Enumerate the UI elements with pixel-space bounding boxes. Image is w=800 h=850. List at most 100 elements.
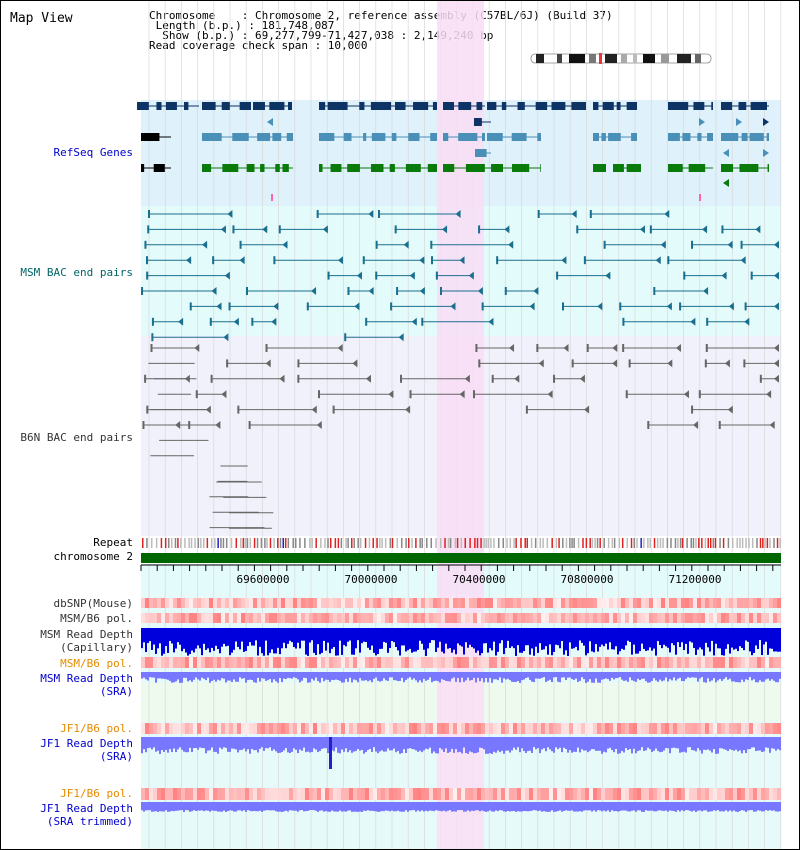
heat-cell[interactable] — [617, 657, 621, 668]
heat-cell[interactable] — [269, 788, 273, 800]
heat-cell[interactable] — [609, 598, 613, 608]
depth-bar[interactable] — [531, 628, 533, 649]
heat-cell[interactable] — [589, 598, 593, 608]
heat-cell[interactable] — [181, 613, 185, 623]
heat-cell[interactable] — [173, 613, 177, 623]
depth-bar[interactable] — [363, 672, 365, 681]
depth-bar[interactable] — [475, 737, 477, 753]
heat-cell[interactable] — [169, 598, 173, 608]
depth-bar[interactable] — [489, 802, 491, 811]
depth-bar[interactable] — [573, 672, 575, 680]
b6n-bac-end[interactable] — [612, 359, 618, 368]
depth-bar[interactable] — [153, 672, 155, 678]
depth-bar[interactable] — [293, 628, 295, 648]
repeat-element[interactable] — [347, 538, 349, 548]
depth-bar[interactable] — [349, 628, 351, 641]
gene-exon[interactable] — [631, 133, 637, 141]
heat-cell[interactable] — [753, 657, 757, 668]
depth-bar[interactable] — [217, 672, 219, 680]
depth-bar[interactable] — [579, 802, 581, 812]
depth-bar[interactable] — [403, 628, 405, 646]
depth-bar[interactable] — [395, 737, 397, 753]
heat-cell[interactable] — [649, 723, 653, 734]
depth-bar[interactable] — [583, 672, 585, 680]
depth-bar[interactable] — [375, 628, 377, 656]
depth-bar[interactable] — [451, 672, 453, 679]
depth-bar[interactable] — [649, 628, 651, 648]
depth-bar[interactable] — [773, 672, 775, 681]
depth-bar[interactable] — [749, 802, 751, 811]
msm-bac-end[interactable] — [239, 240, 242, 249]
heat-cell[interactable] — [553, 788, 557, 800]
depth-bar[interactable] — [741, 802, 743, 811]
depth-bar[interactable] — [235, 628, 237, 642]
depth-bar[interactable] — [687, 737, 689, 748]
depth-bar[interactable] — [403, 737, 405, 750]
gene-exon[interactable] — [430, 133, 437, 141]
depth-bar[interactable] — [533, 628, 535, 656]
heat-cell[interactable] — [749, 598, 753, 608]
depth-bar[interactable] — [159, 628, 161, 644]
heat-cell[interactable] — [313, 788, 317, 800]
depth-bar[interactable] — [259, 628, 261, 647]
msm-bac-end[interactable] — [282, 240, 288, 249]
depth-bar[interactable] — [495, 737, 497, 753]
depth-bar[interactable] — [247, 737, 249, 750]
depth-bar[interactable] — [491, 737, 493, 754]
heat-cell[interactable] — [209, 723, 213, 734]
heat-cell[interactable] — [433, 657, 437, 668]
depth-bar[interactable] — [393, 672, 395, 681]
depth-bar[interactable] — [669, 672, 671, 680]
heat-cell[interactable] — [413, 598, 417, 608]
heat-cell[interactable] — [457, 788, 461, 800]
heat-cell[interactable] — [605, 657, 609, 668]
depth-bar[interactable] — [457, 802, 459, 811]
heat-cell[interactable] — [357, 657, 361, 668]
repeat-element[interactable] — [210, 538, 213, 548]
depth-bar[interactable] — [339, 628, 341, 641]
depth-bar[interactable] — [359, 737, 361, 751]
depth-bar[interactable] — [347, 672, 349, 682]
depth-bar[interactable] — [747, 628, 749, 642]
depth-bar[interactable] — [361, 737, 363, 750]
msm-bac-end[interactable] — [239, 256, 245, 265]
heat-cell[interactable] — [285, 657, 289, 668]
heat-cell[interactable] — [721, 598, 725, 608]
heat-cell[interactable] — [333, 598, 337, 608]
depth-bar[interactable] — [717, 628, 719, 649]
depth-bar[interactable] — [421, 737, 423, 753]
gene-exon[interactable] — [443, 133, 449, 141]
heat-cell[interactable] — [573, 788, 577, 800]
msm-bac-end[interactable] — [683, 271, 686, 280]
heat-cell[interactable] — [725, 788, 729, 800]
heat-cell[interactable] — [753, 598, 757, 608]
heat-cell[interactable] — [301, 723, 305, 734]
depth-bar[interactable] — [323, 737, 325, 749]
depth-bar[interactable] — [589, 737, 591, 751]
heat-cell[interactable] — [561, 657, 565, 668]
depth-bar[interactable] — [499, 672, 501, 678]
heat-cell[interactable] — [477, 657, 481, 668]
heat-cell[interactable] — [461, 723, 465, 734]
gene-exon[interactable] — [721, 164, 734, 172]
heat-cell[interactable] — [433, 788, 437, 800]
repeat-element[interactable] — [722, 538, 725, 548]
heat-cell[interactable] — [485, 788, 489, 800]
b6n-bac-end[interactable] — [332, 405, 335, 414]
repeat-element[interactable] — [686, 538, 688, 548]
heat-cell[interactable] — [513, 598, 517, 608]
repeat-element[interactable] — [327, 538, 329, 548]
repeat-element[interactable] — [334, 538, 337, 548]
depth-bar[interactable] — [481, 628, 483, 654]
depth-bar[interactable] — [433, 802, 435, 812]
heat-cell[interactable] — [741, 723, 745, 734]
repeat-element[interactable] — [202, 538, 205, 548]
depth-bar[interactable] — [393, 802, 395, 812]
heat-cell[interactable] — [777, 657, 781, 668]
msm-bac-end[interactable] — [306, 302, 309, 311]
depth-bar[interactable] — [729, 628, 731, 654]
depth-bar[interactable] — [401, 628, 403, 646]
depth-bar[interactable] — [489, 628, 491, 649]
depth-bar[interactable] — [699, 802, 701, 811]
depth-bar[interactable] — [695, 628, 697, 655]
